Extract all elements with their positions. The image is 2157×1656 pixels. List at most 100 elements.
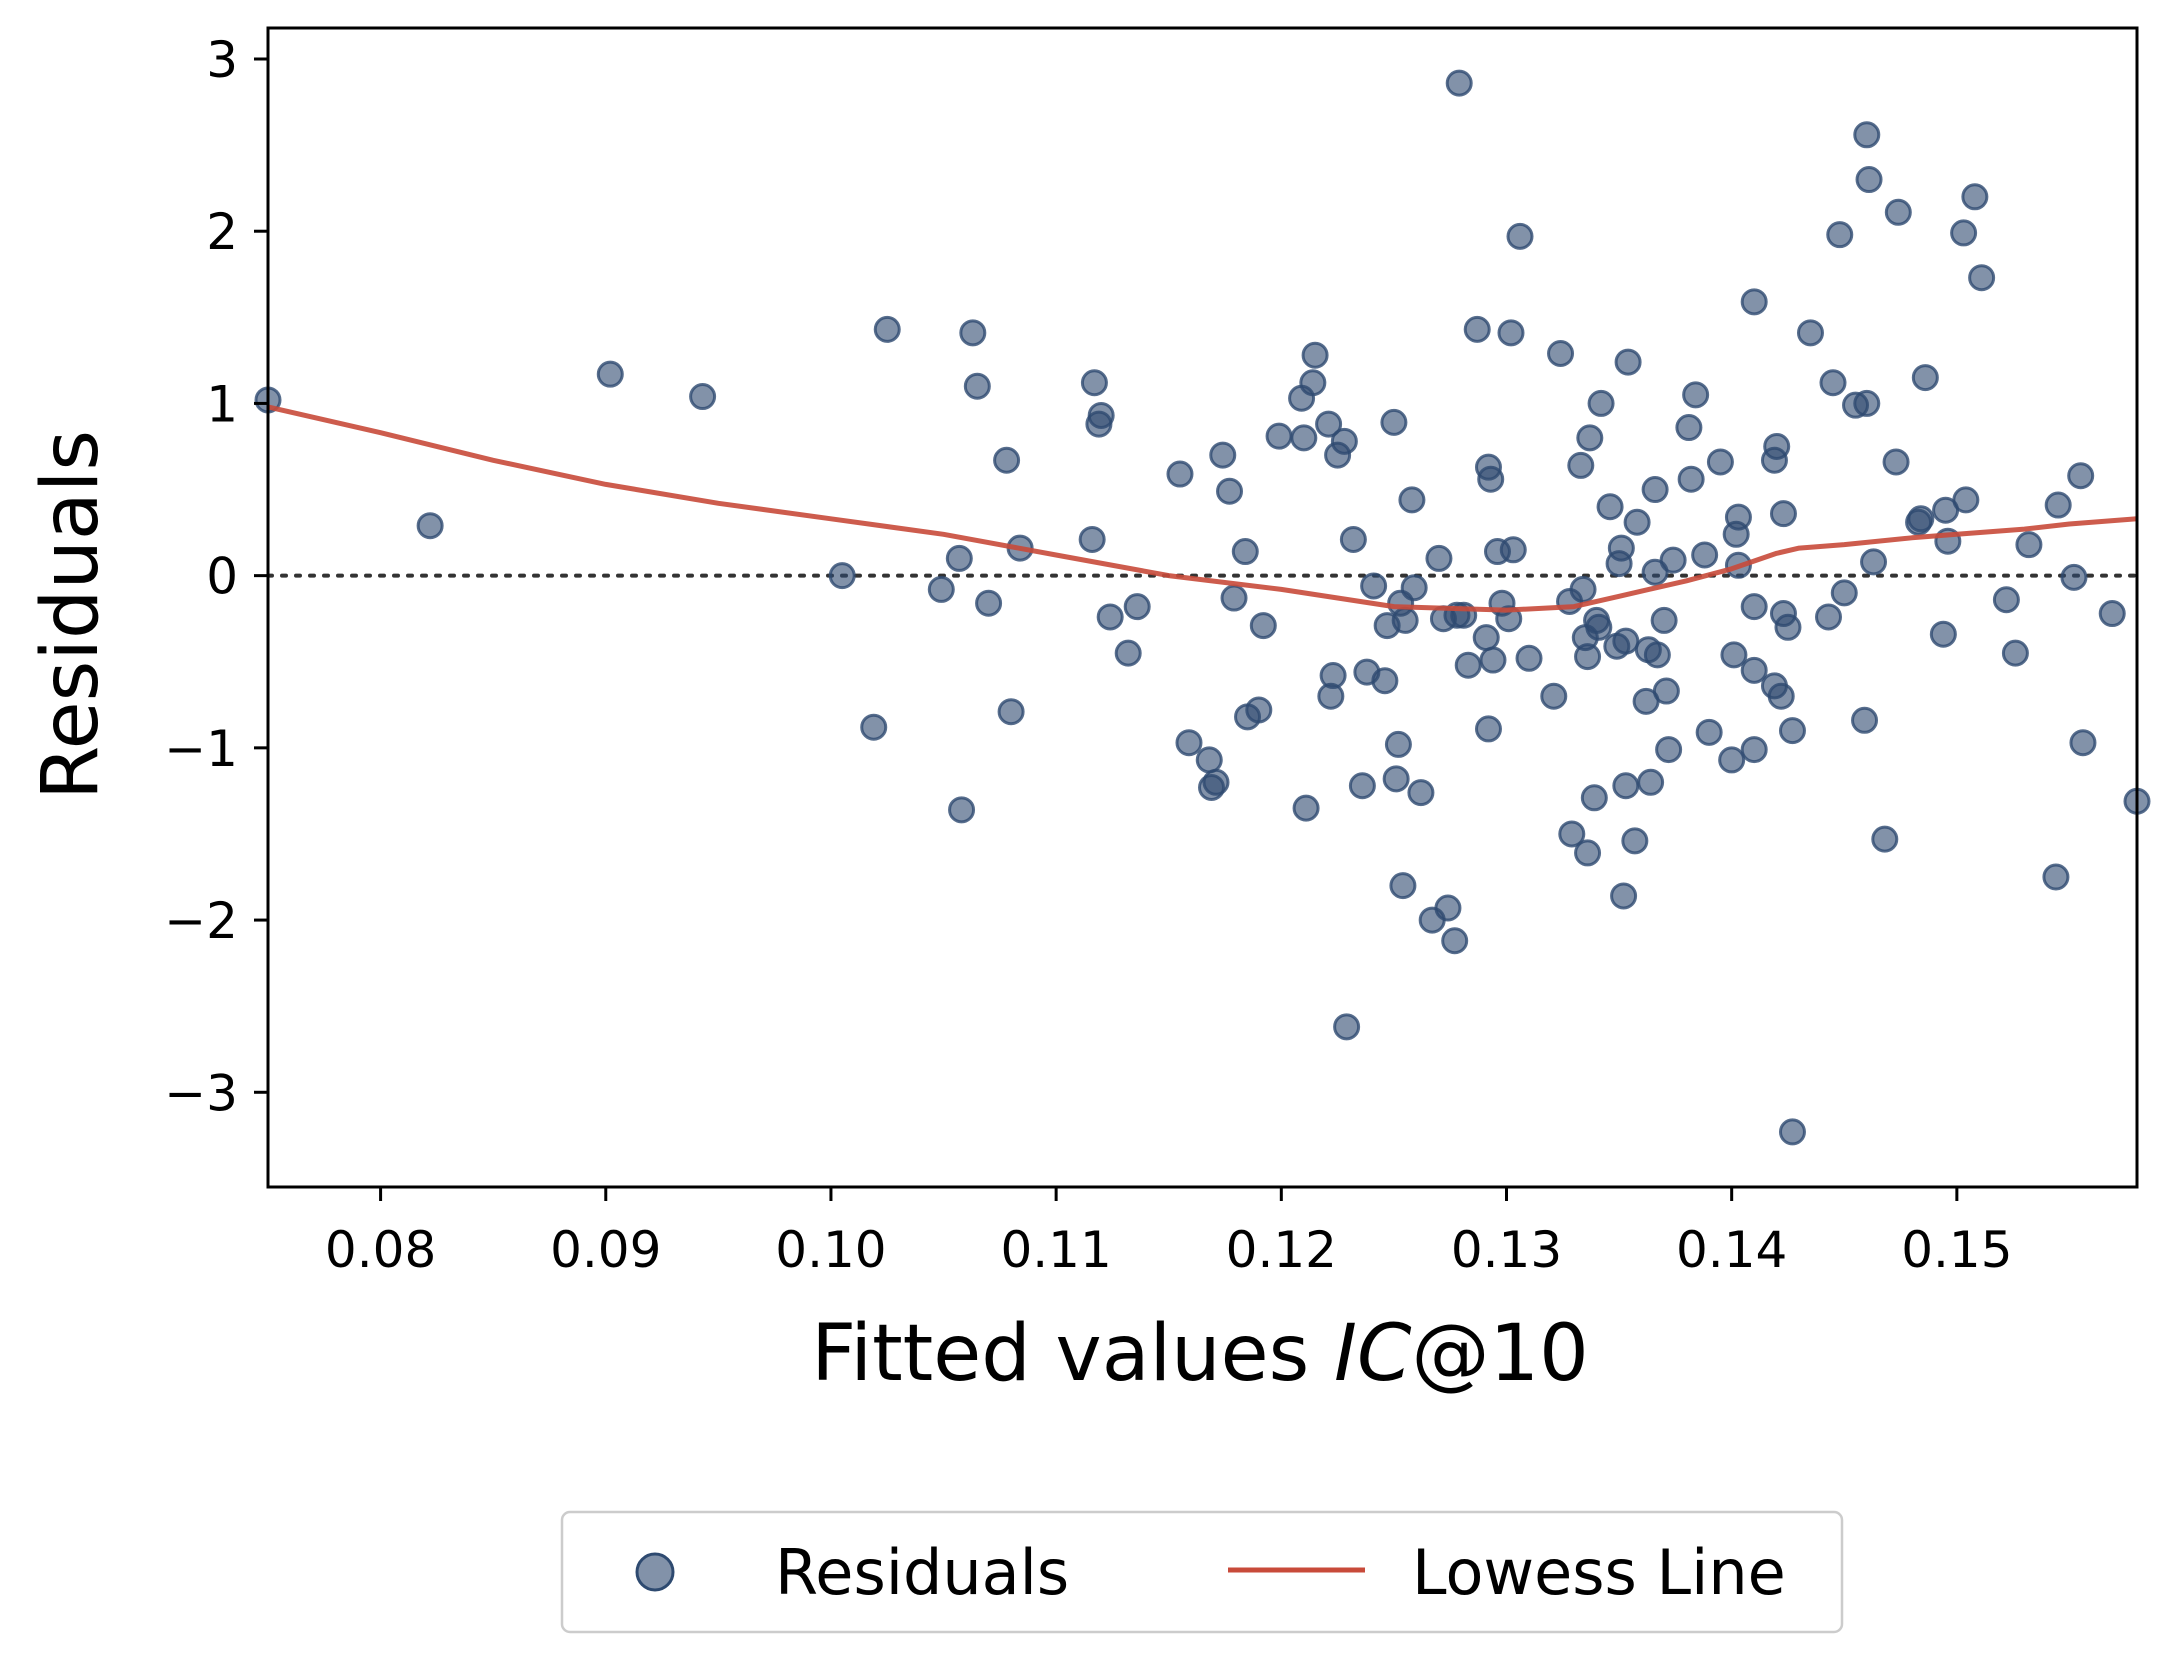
residual-point: [1871, 825, 1899, 853]
residual-point: [1292, 794, 1320, 822]
y-tick-label: −3: [164, 1064, 238, 1122]
legend-lowess-label: Lowess Line: [1412, 1536, 1786, 1609]
residual-point: [1641, 476, 1669, 504]
residual-point: [1495, 605, 1523, 633]
residual-point: [1675, 414, 1703, 442]
residual-point: [2015, 531, 2043, 559]
residual-point: [1691, 541, 1719, 569]
residual-point: [2060, 563, 2088, 591]
residual-point: [1445, 69, 1473, 97]
residual-point: [1621, 827, 1649, 855]
residual-point: [2042, 863, 2070, 891]
residual-point: [1860, 548, 1888, 576]
residual-point: [927, 575, 955, 603]
residual-point: [1114, 639, 1142, 667]
residual-point: [1299, 369, 1327, 397]
residual-point: [1853, 121, 1881, 149]
residual-point: [2001, 639, 2029, 667]
residual-point: [1558, 820, 1586, 848]
residual-point: [1740, 288, 1768, 316]
residual-point: [1249, 612, 1277, 640]
residual-point: [1078, 525, 1106, 553]
residual-point: [945, 544, 973, 572]
x-tick-label: 0.14: [1676, 1221, 1787, 1279]
residual-point: [1950, 219, 1978, 247]
plot-frame: [266, 26, 2139, 1189]
residual-point: [1384, 730, 1412, 758]
residual-point: [1637, 768, 1665, 796]
residual-point: [1607, 534, 1635, 562]
residual-point: [1659, 546, 1687, 574]
residual-point: [1087, 401, 1115, 429]
residual-point: [1506, 222, 1534, 250]
residual-point: [1929, 620, 1957, 648]
residual-point: [1380, 408, 1408, 436]
y-tick-label: −2: [164, 892, 238, 950]
residual-point: [1585, 613, 1613, 641]
residual-point: [1740, 736, 1768, 764]
residual-point: [1911, 364, 1939, 392]
residual-point: [1650, 606, 1678, 634]
residual-point: [1612, 627, 1640, 655]
residual-point: [1479, 646, 1507, 674]
residual-point: [1265, 422, 1293, 450]
residual-point: [1587, 389, 1615, 417]
residual-point: [416, 512, 444, 540]
residual-point: [1547, 339, 1575, 367]
residual-point: [1623, 508, 1651, 536]
residual-point: [1695, 718, 1723, 746]
residual-point: [1819, 369, 1847, 397]
residual-point: [860, 713, 888, 741]
residual-point: [963, 372, 991, 400]
residual-point: [1815, 603, 1843, 631]
residual-point: [1301, 341, 1329, 369]
residual-point: [1209, 441, 1237, 469]
residual-point: [1245, 696, 1273, 724]
y-tick-label: 1: [206, 375, 238, 433]
residual-point: [1720, 641, 1748, 669]
residual-point: [1614, 348, 1642, 376]
y-tick-label: −1: [164, 720, 238, 778]
residual-point: [1123, 593, 1151, 621]
residual-point: [1763, 432, 1791, 460]
residual-point: [1907, 505, 1935, 533]
residual-point: [1826, 221, 1854, 249]
residual-point: [1724, 503, 1752, 531]
residual-point: [948, 796, 976, 824]
residual-point: [1740, 656, 1768, 684]
legend-residuals-label: Residuals: [775, 1536, 1069, 1609]
residual-point: [1652, 677, 1680, 705]
residual-point: [1202, 768, 1230, 796]
legend-residuals-marker: [635, 1552, 675, 1592]
residual-point: [828, 562, 856, 590]
residual-point: [1441, 927, 1469, 955]
x-tick-label: 0.11: [1000, 1221, 1111, 1279]
residual-point: [1080, 369, 1108, 397]
residual-point: [1567, 451, 1595, 479]
residual-point: [1855, 166, 1883, 194]
residual-point: [1682, 381, 1710, 409]
residual-point: [873, 315, 901, 343]
x-tick-label: 0.12: [1226, 1221, 1337, 1279]
y-axis-ticks: −3 −2 −1 0 1 2 3: [164, 31, 268, 1122]
residual-point: [1596, 493, 1624, 521]
legend-frame: [560, 1510, 1844, 1634]
residual-point: [1853, 389, 1881, 417]
residual-point: [1398, 486, 1426, 514]
x-tick-label: 0.13: [1451, 1221, 1562, 1279]
residual-point: [1220, 584, 1248, 612]
scatter-points: [254, 69, 2151, 1146]
y-axis-title: Residuals: [26, 430, 116, 800]
residual-point: [1796, 319, 1824, 347]
residual-point: [1574, 643, 1602, 671]
residual-point: [1454, 651, 1482, 679]
residual-point: [1407, 779, 1435, 807]
residual-point: [1166, 460, 1194, 488]
residual-point: [2044, 491, 2072, 519]
residual-point: [1569, 575, 1597, 603]
residual-point: [1463, 315, 1491, 343]
lowess-line: [267, 404, 2138, 613]
residual-point: [1992, 586, 2020, 614]
residual-point: [1540, 682, 1568, 710]
